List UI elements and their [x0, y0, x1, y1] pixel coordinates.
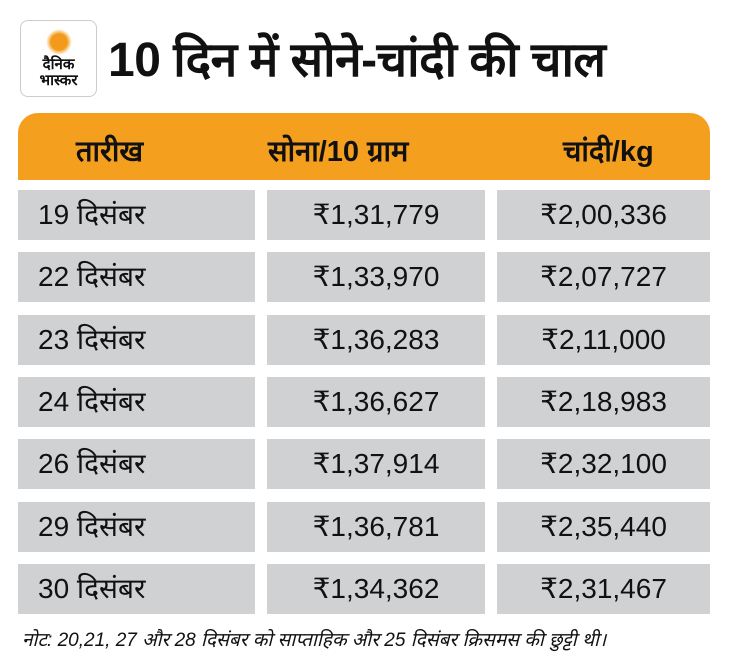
table-row: 24 दिसंबर ₹1,36,627 ₹2,18,983 — [18, 376, 710, 427]
cell-silver: ₹2,32,100 — [497, 439, 710, 490]
dainik-bhaskar-logo: दैनिक भास्कर — [20, 20, 97, 97]
cell-gold: ₹1,36,627 — [267, 376, 485, 427]
cell-silver: ₹2,00,336 — [497, 190, 710, 240]
cell-date: 22 दिसंबर — [18, 252, 255, 303]
cell-date: 19 दिसंबर — [18, 190, 255, 240]
cell-date: 23 दिसंबर — [18, 314, 255, 365]
cell-gold: ₹1,36,781 — [267, 501, 485, 552]
sun-icon — [45, 29, 72, 55]
table-row: 30 दिसंबर ₹1,34,362 ₹2,31,467 — [18, 563, 710, 614]
cell-date: 26 दिसंबर — [18, 439, 255, 490]
logo-line1: दैनिक — [42, 56, 75, 73]
header-silver: चांदी/kg — [563, 136, 654, 168]
page-title: 10 दिन में सोने-चांदी की चाल — [108, 34, 606, 87]
cell-gold: ₹1,34,362 — [267, 563, 485, 614]
table-row: 26 दिसंबर ₹1,37,914 ₹2,32,100 — [18, 439, 710, 490]
cell-silver: ₹2,18,983 — [497, 376, 710, 427]
cell-gold: ₹1,37,914 — [267, 439, 485, 490]
cell-gold: ₹1,31,779 — [267, 190, 485, 240]
cell-date: 29 दिसंबर — [18, 501, 255, 552]
cell-silver: ₹2,11,000 — [497, 314, 710, 365]
table-header: तारीख सोना/10 ग्राम चांदी/kg — [18, 113, 710, 180]
table-row: 23 दिसंबर ₹1,36,283 ₹2,11,000 — [18, 314, 710, 365]
cell-silver: ₹2,35,440 — [497, 501, 710, 552]
header-date: तारीख — [76, 136, 144, 168]
table-row: 19 दिसंबर ₹1,31,779 ₹2,00,336 — [18, 190, 710, 240]
footnote: नोट: 20,21, 27 और 28 दिसंबर को साप्ताहिक… — [22, 630, 607, 651]
table-row: 29 दिसंबर ₹1,36,781 ₹2,35,440 — [18, 501, 710, 552]
cell-silver: ₹2,31,467 — [497, 563, 710, 614]
cell-silver: ₹2,07,727 — [497, 252, 710, 303]
cell-gold: ₹1,33,970 — [267, 252, 485, 303]
cell-date: 24 दिसंबर — [18, 376, 255, 427]
logo-line2: भास्कर — [39, 72, 78, 89]
table-row: 22 दिसंबर ₹1,33,970 ₹2,07,727 — [18, 252, 710, 303]
cell-date: 30 दिसंबर — [18, 563, 255, 614]
cell-gold: ₹1,36,283 — [267, 314, 485, 365]
header-gold: सोना/10 ग्राम — [268, 136, 409, 168]
